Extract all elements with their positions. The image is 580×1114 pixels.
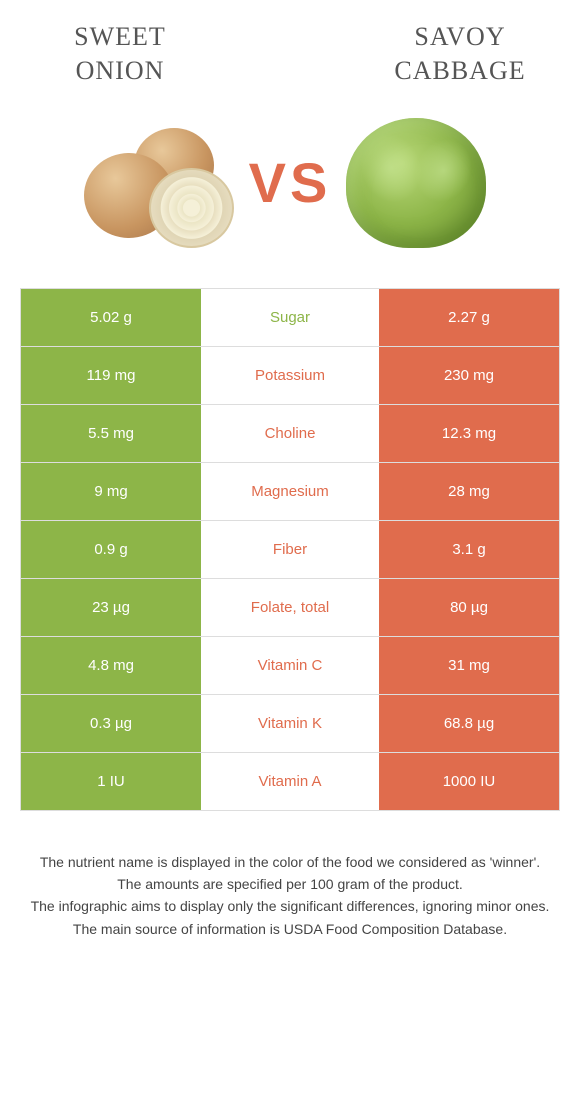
nutrient-label-cell: Fiber bbox=[201, 521, 379, 578]
table-row: 0.3 µgVitamin K68.8 µg bbox=[21, 695, 559, 753]
right-value-cell: 80 µg bbox=[379, 579, 559, 636]
onion-image bbox=[79, 108, 249, 258]
table-row: 9 mgMagnesium28 mg bbox=[21, 463, 559, 521]
nutrient-label-cell: Vitamin K bbox=[201, 695, 379, 752]
table-row: 23 µgFolate, total80 µg bbox=[21, 579, 559, 637]
nutrient-label-cell: Vitamin A bbox=[201, 753, 379, 810]
right-value-cell: 230 mg bbox=[379, 347, 559, 404]
right-title-line1: Savoy bbox=[414, 22, 505, 51]
right-title-line2: cabbage bbox=[394, 56, 525, 85]
right-value-cell: 68.8 µg bbox=[379, 695, 559, 752]
nutrient-label-cell: Choline bbox=[201, 405, 379, 462]
nutrient-label-cell: Potassium bbox=[201, 347, 379, 404]
left-title-line2: onion bbox=[76, 56, 165, 85]
table-row: 5.02 gSugar2.27 g bbox=[21, 289, 559, 347]
cabbage-image bbox=[331, 108, 501, 258]
left-title-line1: Sweet bbox=[74, 22, 166, 51]
footnote-line: The main source of information is USDA F… bbox=[20, 918, 560, 940]
left-food-title-block: Sweet onion bbox=[20, 20, 220, 88]
left-value-cell: 5.5 mg bbox=[21, 405, 201, 462]
right-value-cell: 28 mg bbox=[379, 463, 559, 520]
nutrient-table: 5.02 gSugar2.27 g119 mgPotassium230 mg5.… bbox=[20, 288, 560, 811]
right-food-title: Savoy cabbage bbox=[360, 20, 560, 88]
right-value-cell: 31 mg bbox=[379, 637, 559, 694]
footnote-line: The amounts are specified per 100 gram o… bbox=[20, 873, 560, 895]
footnote-line: The infographic aims to display only the… bbox=[20, 895, 560, 917]
right-value-cell: 2.27 g bbox=[379, 289, 559, 346]
left-value-cell: 5.02 g bbox=[21, 289, 201, 346]
nutrient-label-cell: Magnesium bbox=[201, 463, 379, 520]
left-value-cell: 4.8 mg bbox=[21, 637, 201, 694]
nutrient-label-cell: Sugar bbox=[201, 289, 379, 346]
table-row: 5.5 mgCholine12.3 mg bbox=[21, 405, 559, 463]
right-value-cell: 12.3 mg bbox=[379, 405, 559, 462]
left-value-cell: 23 µg bbox=[21, 579, 201, 636]
left-value-cell: 0.9 g bbox=[21, 521, 201, 578]
header-titles: Sweet onion Savoy cabbage bbox=[20, 20, 560, 88]
table-row: 119 mgPotassium230 mg bbox=[21, 347, 559, 405]
left-food-title: Sweet onion bbox=[20, 20, 220, 88]
left-value-cell: 0.3 µg bbox=[21, 695, 201, 752]
footnotes: The nutrient name is displayed in the co… bbox=[20, 851, 560, 941]
left-value-cell: 119 mg bbox=[21, 347, 201, 404]
table-row: 1 IUVitamin A1000 IU bbox=[21, 753, 559, 811]
left-value-cell: 1 IU bbox=[21, 753, 201, 810]
left-value-cell: 9 mg bbox=[21, 463, 201, 520]
nutrient-label-cell: Vitamin C bbox=[201, 637, 379, 694]
nutrient-label-cell: Folate, total bbox=[201, 579, 379, 636]
footnote-line: The nutrient name is displayed in the co… bbox=[20, 851, 560, 873]
right-food-title-block: Savoy cabbage bbox=[360, 20, 560, 88]
right-value-cell: 1000 IU bbox=[379, 753, 559, 810]
vs-label: VS bbox=[249, 150, 332, 215]
vs-row: VS bbox=[20, 108, 560, 258]
right-value-cell: 3.1 g bbox=[379, 521, 559, 578]
table-row: 4.8 mgVitamin C31 mg bbox=[21, 637, 559, 695]
table-row: 0.9 gFiber3.1 g bbox=[21, 521, 559, 579]
